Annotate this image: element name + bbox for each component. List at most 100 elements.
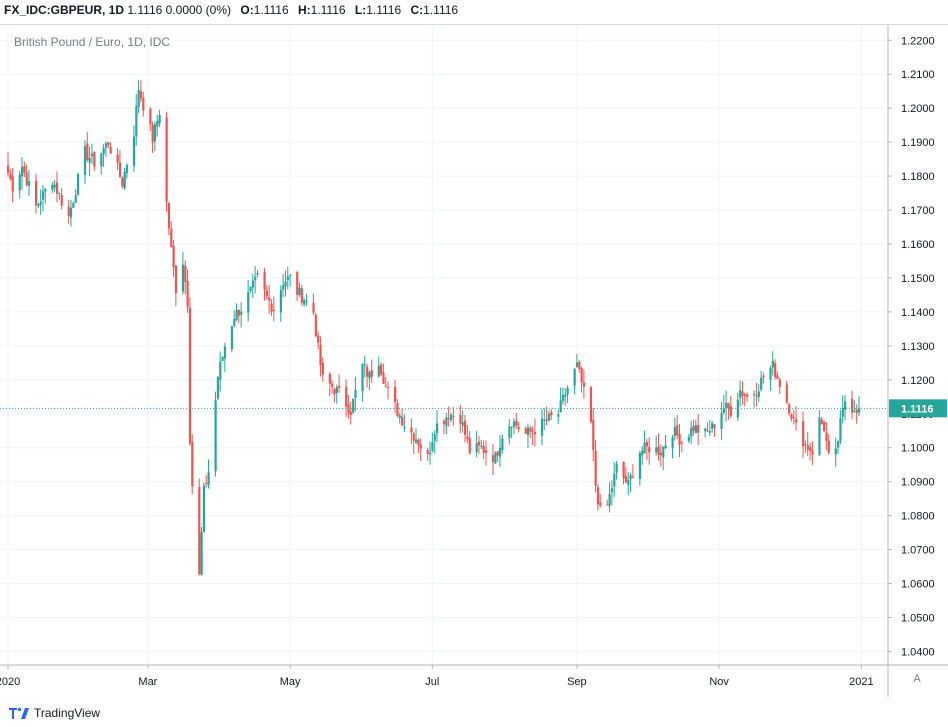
candle-body — [484, 450, 488, 454]
candle-body — [198, 487, 201, 575]
candle-body — [853, 411, 856, 413]
candle-body — [237, 309, 241, 316]
candle-body — [736, 399, 739, 418]
open-label: O: — [240, 3, 254, 17]
candle-body — [86, 143, 89, 161]
candle-body — [247, 292, 250, 313]
candle-body — [827, 440, 830, 453]
candle-body — [687, 437, 691, 442]
candle-body — [466, 436, 469, 440]
candle-body — [697, 425, 700, 433]
candle-body — [629, 475, 632, 480]
candle-body — [673, 427, 677, 436]
candle-body — [109, 147, 112, 154]
brand-name: TradingView — [34, 706, 101, 720]
candle-body — [60, 194, 63, 206]
candle-body — [694, 425, 698, 434]
y-tick-label: 1.2100 — [901, 69, 935, 81]
candle-body — [230, 326, 234, 350]
chart-pane[interactable]: 1.2200 1.2100 1.2000 1.1900 1.1800 1.1700 1.16… — [0, 24, 948, 697]
candle-body — [641, 450, 644, 456]
candle-body — [795, 418, 798, 423]
candle-body — [739, 390, 742, 398]
candle-body — [18, 174, 21, 191]
candle-body — [529, 427, 532, 432]
candle-body — [643, 442, 646, 454]
candle-body — [90, 153, 94, 157]
y-tick-label: 1.0700 — [901, 545, 935, 557]
candle-body — [564, 394, 567, 397]
candle-body — [671, 437, 674, 448]
candle-body — [55, 182, 59, 194]
candle-body — [648, 447, 651, 453]
x-tick-label: May — [280, 676, 301, 688]
candle-body — [622, 461, 625, 479]
symbol-name[interactable]: FX_IDC:GBPEUR, 1D — [4, 3, 125, 17]
candle-body — [844, 401, 847, 410]
high-value: 1.1116 — [310, 3, 346, 17]
candlestick-chart[interactable]: 1.2200 1.2100 1.2000 1.1900 1.1800 1.1700 1.16… — [0, 25, 948, 697]
tradingview-logo[interactable]: TradingView — [8, 703, 100, 723]
candle-body — [354, 390, 357, 399]
candle-body — [368, 371, 371, 379]
candle-body — [279, 290, 282, 313]
candle-body — [300, 288, 303, 303]
candle-body — [303, 300, 306, 305]
candle-body — [34, 180, 38, 206]
candle-body — [645, 441, 649, 447]
candle-body — [202, 485, 206, 533]
candle-body — [561, 394, 565, 402]
candle-body — [396, 403, 399, 417]
low-label: L: — [354, 3, 367, 17]
candle-body — [352, 398, 355, 413]
candle-body — [132, 136, 136, 166]
candle-body — [610, 488, 614, 493]
candle-body — [223, 346, 227, 359]
candle-body — [510, 426, 513, 428]
candle-body — [67, 206, 70, 217]
candle-body — [531, 430, 534, 432]
candle-body — [312, 302, 315, 313]
series-title: British Pound / Euro, 1D, IDC — [14, 35, 171, 49]
candle-body — [221, 356, 224, 361]
candle-body — [741, 391, 744, 396]
candle-body — [447, 418, 450, 420]
candle-body — [284, 281, 287, 287]
candle-body — [743, 394, 746, 396]
candle-body — [704, 428, 707, 432]
candle-body — [387, 387, 390, 389]
x-tick-label: Nov — [709, 676, 729, 688]
candle-body — [624, 476, 628, 483]
candle-body — [566, 387, 569, 395]
candle-body — [347, 404, 350, 414]
candle-body — [100, 153, 103, 167]
candle-body — [233, 318, 236, 326]
candle-body — [599, 502, 602, 506]
candle-body — [384, 385, 387, 387]
auto-scale-button[interactable]: A — [913, 673, 921, 685]
candle-body — [459, 414, 462, 424]
candle-body — [181, 264, 185, 292]
candle-body — [20, 166, 24, 177]
candle-body — [725, 402, 728, 409]
candle-body — [589, 387, 593, 423]
candle-body — [174, 266, 178, 294]
y-tick-label: 1.1400 — [901, 307, 935, 319]
candle-body — [711, 422, 714, 429]
y-tick-label: 1.2000 — [901, 103, 935, 115]
candle-body — [191, 442, 194, 487]
candle-body — [445, 417, 448, 427]
candle-body — [855, 409, 858, 413]
candle-body — [753, 393, 756, 396]
candle-body — [811, 450, 814, 455]
candle-body — [72, 202, 75, 208]
candle-body — [615, 464, 618, 473]
candle-body — [729, 406, 732, 416]
y-tick-label: 1.1200 — [901, 375, 935, 387]
y-tick-label: 1.0500 — [901, 612, 935, 624]
candle-body — [216, 377, 220, 399]
candle-body — [713, 424, 716, 428]
candle-body — [118, 162, 122, 177]
candle-body — [720, 413, 723, 429]
candle-body — [841, 407, 844, 417]
